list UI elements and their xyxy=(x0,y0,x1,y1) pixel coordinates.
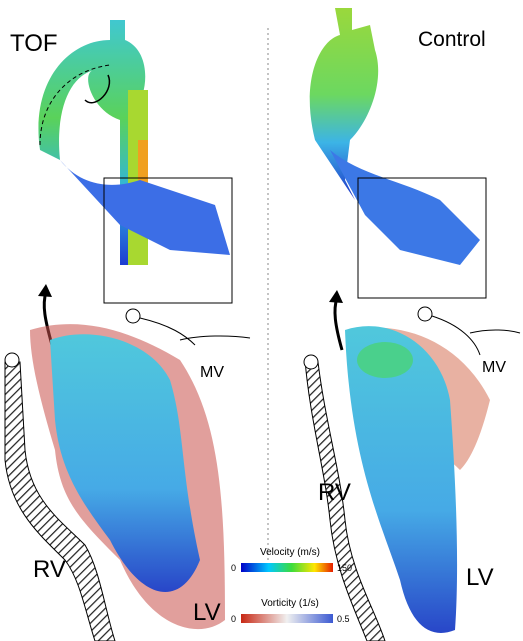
ventricle-label: RV xyxy=(318,479,351,506)
ventricle-label: RV xyxy=(33,556,66,583)
zoom-box xyxy=(103,177,233,304)
panel-label: TOF xyxy=(10,30,58,57)
panel-label: Control xyxy=(418,28,486,51)
arrow-head xyxy=(38,284,52,297)
ventricle-label: LV xyxy=(193,599,221,626)
colorbar xyxy=(241,563,333,572)
vorticity-legend: Vorticity (1/s) 0 0.5 xyxy=(231,598,350,624)
colorbar xyxy=(241,614,333,623)
ventricle-label: LV xyxy=(466,564,494,591)
legend-tick: 0 xyxy=(231,614,236,624)
arrow-head xyxy=(329,290,343,303)
zoom-box xyxy=(357,177,487,299)
valve-label: MV xyxy=(482,359,506,376)
legend-tick: 0 xyxy=(231,563,236,573)
velocity-legend: Velocity (m/s) 0 150 xyxy=(231,547,352,573)
control-heart xyxy=(303,306,521,641)
arrow xyxy=(333,297,344,351)
legend-tick: 0.5 xyxy=(337,614,350,624)
legend-title: Velocity (m/s) xyxy=(260,547,320,558)
legend-title: Vorticity (1/s) xyxy=(261,598,319,609)
legend-tick: 150 xyxy=(337,563,352,573)
control-aorta xyxy=(309,8,480,265)
valve-label: MV xyxy=(200,364,224,381)
tof-heart xyxy=(4,308,251,641)
tof-aorta xyxy=(38,20,230,265)
